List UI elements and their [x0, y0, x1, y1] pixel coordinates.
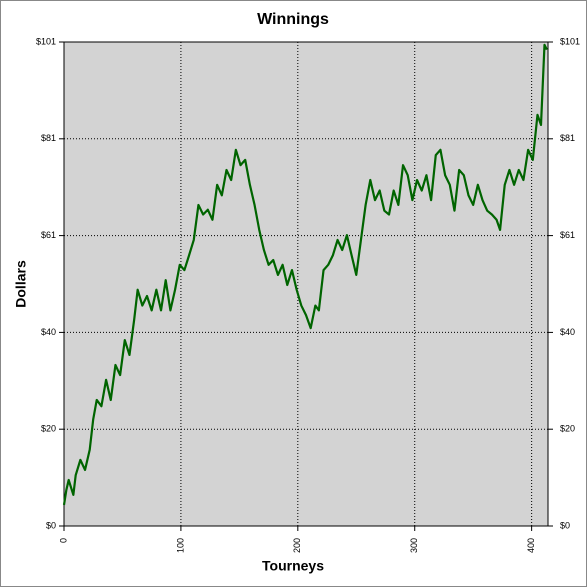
y-tick-label: $61 [41, 230, 56, 240]
y2-tick-label: $40 [560, 327, 575, 337]
x-tick-label: 400 [526, 538, 536, 553]
plot-layer: $0 $0 $20 $20 $40 $40 $61 $61 $81 $81 $101 $101 0 100… [36, 36, 580, 553]
y2-tick-label: $0 [560, 520, 570, 530]
y2-tick-label: $81 [560, 133, 575, 143]
y-tick-label: $101 [36, 36, 56, 46]
x-tick-label: 0 [58, 538, 68, 543]
y-axis-title: Dollars [13, 260, 29, 308]
y-tick-label: $40 [41, 327, 56, 337]
y-tick-label: $81 [41, 133, 56, 143]
y2-tick-label: $20 [560, 424, 575, 434]
x-tick-label: 300 [409, 538, 419, 553]
y-tick-label: $20 [41, 424, 56, 434]
y2-tick-label: $101 [560, 36, 580, 46]
data-line [62, 43, 548, 506]
plot-area [63, 41, 549, 527]
x-tick-label: 200 [292, 538, 302, 553]
y2-tick-label: $61 [560, 230, 575, 240]
chart-title: Winnings [257, 11, 329, 28]
y-tick-label: $0 [46, 520, 56, 530]
x-tick-label: 100 [175, 538, 185, 553]
x-axis-title: Tourneys [262, 558, 324, 574]
